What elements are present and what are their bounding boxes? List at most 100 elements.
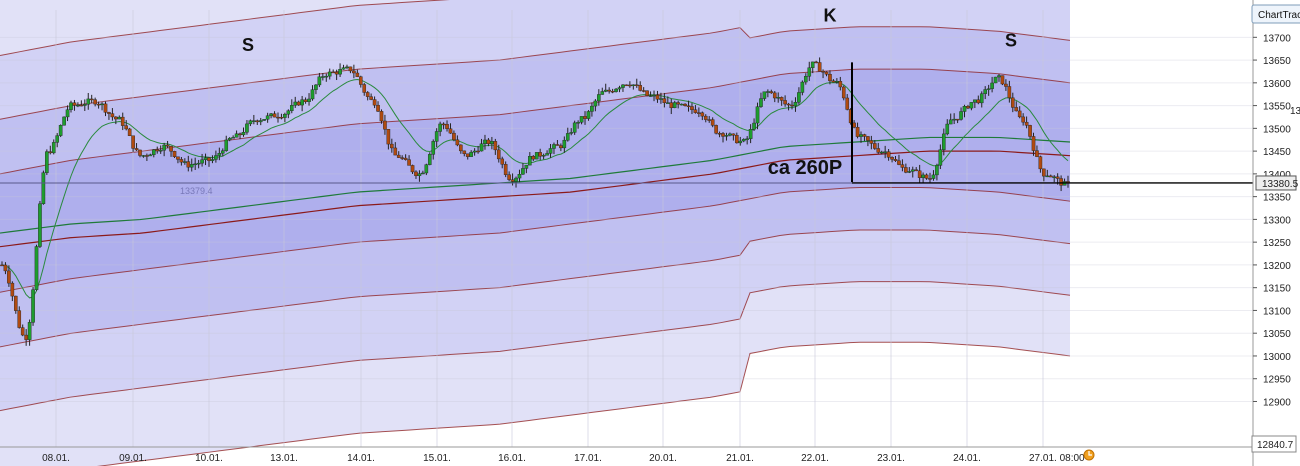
candle-body [1042,168,1046,177]
candle-body [58,125,63,136]
candle-body [410,165,415,173]
candle-body [100,103,104,106]
candle-body [597,94,601,102]
candle-body [62,116,66,126]
candle-body [735,135,739,144]
candle-body [503,164,508,175]
candle-body [783,100,787,105]
candle-body [797,92,801,103]
candle-body [459,144,463,152]
candle-body [817,62,822,72]
annotation-3: ca 260P [768,157,843,179]
candle-body [51,142,56,154]
candle-body [528,156,532,166]
band-line-dn-1 [0,229,1071,348]
candle-body [590,105,594,112]
candle-body [517,174,522,179]
candle-body [600,91,605,95]
candle-body [841,86,846,99]
candle-body [879,151,884,154]
candle-body [948,119,953,125]
x-tick-label: 21.01. [726,453,754,464]
last-price-badge: 13380.5 [1255,175,1299,191]
candle-body [24,334,28,340]
candle-body [369,96,373,100]
candle-body [421,172,425,175]
candle-body [158,150,163,152]
y-tick-label: 13250 [1263,238,1291,249]
candle-body [759,98,763,107]
candle-body [621,84,625,88]
candle-body [500,158,505,165]
candle-body [510,179,515,182]
app-badge-box[interactable] [1251,4,1300,24]
candle-body [662,98,667,104]
candle-body [493,141,498,151]
candle-body [200,159,204,164]
candle-body [103,103,108,113]
candle-body [89,98,94,101]
y-tick-label: 13600 [1263,79,1291,90]
candle-body [300,99,304,106]
candle-body [538,152,542,157]
candle-body [272,113,277,118]
candle-body [1052,176,1057,179]
candle-body [293,101,298,106]
candle-body [365,92,370,97]
candle-body [521,168,525,175]
candle-body [427,154,432,165]
candle-body [666,102,670,104]
candle-body [990,82,994,89]
candle-body [279,116,284,119]
x-tick-label: 27.01. 08:00 [1029,453,1085,464]
candle-body [483,139,487,145]
ma-mid [0,150,1071,248]
candle-body [48,151,53,154]
candle-body [821,71,825,73]
candle-body [897,160,901,165]
x-tick-label: 08.01. [42,453,70,464]
candle-body [552,144,556,149]
candle-body [976,99,981,104]
candle-body [786,103,791,106]
candle-body [638,85,643,91]
candle-body [134,148,139,151]
candle-body [441,123,446,126]
candle-body [962,106,967,112]
candle-body [31,289,35,323]
y-tick-label: 13650 [1263,56,1291,67]
candle-body [196,162,201,165]
ma-slow [0,136,1071,234]
candle-body [631,84,636,86]
candle-body [496,149,501,160]
candle-body [390,143,394,149]
candle-body [624,84,629,87]
candle-body [490,141,494,144]
candle-body [1024,121,1029,126]
clock-icon[interactable] [1083,449,1095,461]
candle-body [862,134,867,137]
candle-body [1031,136,1036,151]
candle-body [276,116,280,119]
candle-body [931,174,936,179]
candle-body [969,102,974,109]
candle-body [721,133,725,137]
candle-body [217,153,222,156]
y-tick-label: 13450 [1263,147,1291,158]
candle-body [769,91,774,94]
partial-price-label: 13550. [1290,106,1300,117]
x-tick-label: 22.01. [801,453,829,464]
candle-body [690,106,694,110]
candle-body [86,98,91,105]
candle-body [731,133,736,136]
candle-body [755,106,760,124]
candle-body [983,89,988,94]
candle-body [772,92,777,99]
candle-body [265,115,270,120]
candle-body [955,118,960,121]
candle-body [541,155,546,157]
app-badge[interactable]: ChartTrac [1251,4,1300,24]
candle-body [224,139,229,151]
candle-body [165,144,170,147]
